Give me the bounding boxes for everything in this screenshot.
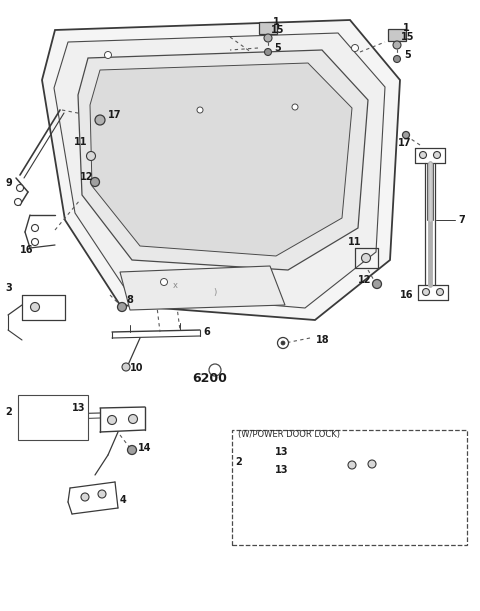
Circle shape (420, 152, 427, 158)
Circle shape (422, 288, 430, 296)
Text: 1: 1 (403, 23, 410, 33)
Polygon shape (54, 33, 385, 308)
Polygon shape (42, 20, 400, 320)
Text: ): ) (214, 288, 216, 296)
Text: 10: 10 (130, 363, 144, 373)
Circle shape (361, 254, 371, 263)
Circle shape (394, 56, 400, 62)
Bar (18, 395, 88, 440)
Circle shape (95, 115, 105, 125)
Polygon shape (78, 50, 368, 270)
Text: 2: 2 (235, 457, 242, 467)
Bar (388, 29, 406, 41)
Circle shape (403, 131, 409, 139)
Text: 5: 5 (274, 43, 281, 53)
Text: 8: 8 (126, 295, 133, 305)
Circle shape (129, 414, 137, 423)
Text: 13: 13 (275, 447, 288, 457)
Text: 5: 5 (404, 50, 411, 60)
Circle shape (436, 288, 444, 296)
Text: 12: 12 (80, 172, 94, 182)
Circle shape (128, 445, 136, 455)
Circle shape (351, 45, 359, 51)
Circle shape (281, 341, 285, 345)
Circle shape (16, 185, 24, 191)
Text: 16: 16 (400, 290, 413, 300)
Circle shape (86, 152, 96, 161)
Circle shape (108, 415, 117, 425)
Text: x: x (172, 280, 178, 290)
Circle shape (81, 493, 89, 501)
Text: 4: 4 (120, 495, 127, 505)
Circle shape (348, 461, 356, 469)
Circle shape (32, 224, 38, 232)
Circle shape (292, 104, 298, 110)
Circle shape (118, 302, 127, 312)
Bar (232, 430, 467, 545)
Circle shape (393, 41, 401, 49)
Circle shape (91, 178, 99, 186)
Text: 6: 6 (203, 327, 210, 337)
Text: 16: 16 (20, 245, 34, 255)
Circle shape (98, 490, 106, 498)
Text: 12: 12 (358, 275, 372, 285)
Circle shape (31, 302, 39, 312)
Circle shape (368, 460, 376, 468)
Text: 7: 7 (458, 215, 465, 225)
Circle shape (14, 199, 22, 205)
Circle shape (197, 107, 203, 113)
Text: 17: 17 (108, 110, 121, 120)
Text: 17: 17 (398, 138, 411, 148)
Text: 2: 2 (5, 407, 12, 417)
Circle shape (433, 152, 441, 158)
Circle shape (277, 337, 288, 348)
Text: 13: 13 (72, 403, 85, 413)
Text: 9: 9 (5, 178, 12, 188)
Circle shape (372, 279, 382, 288)
Circle shape (122, 363, 130, 371)
Text: 15: 15 (271, 25, 285, 35)
Text: 1: 1 (273, 17, 280, 27)
Text: 11: 11 (348, 237, 361, 247)
Text: 18: 18 (316, 335, 330, 345)
Text: 13: 13 (275, 465, 288, 475)
Text: 3: 3 (5, 283, 12, 293)
Circle shape (105, 51, 111, 59)
Bar (259, 22, 277, 34)
Circle shape (264, 34, 272, 42)
Text: (W/POWER DOOR LOCK): (W/POWER DOOR LOCK) (238, 431, 340, 439)
Text: 11: 11 (74, 137, 87, 147)
Text: 15: 15 (401, 32, 415, 42)
Text: 6200: 6200 (192, 371, 228, 384)
Polygon shape (120, 266, 285, 310)
Text: 14: 14 (138, 443, 152, 453)
Circle shape (209, 364, 221, 376)
Circle shape (264, 48, 272, 56)
Polygon shape (90, 63, 352, 256)
Circle shape (32, 238, 38, 246)
Circle shape (160, 279, 168, 285)
